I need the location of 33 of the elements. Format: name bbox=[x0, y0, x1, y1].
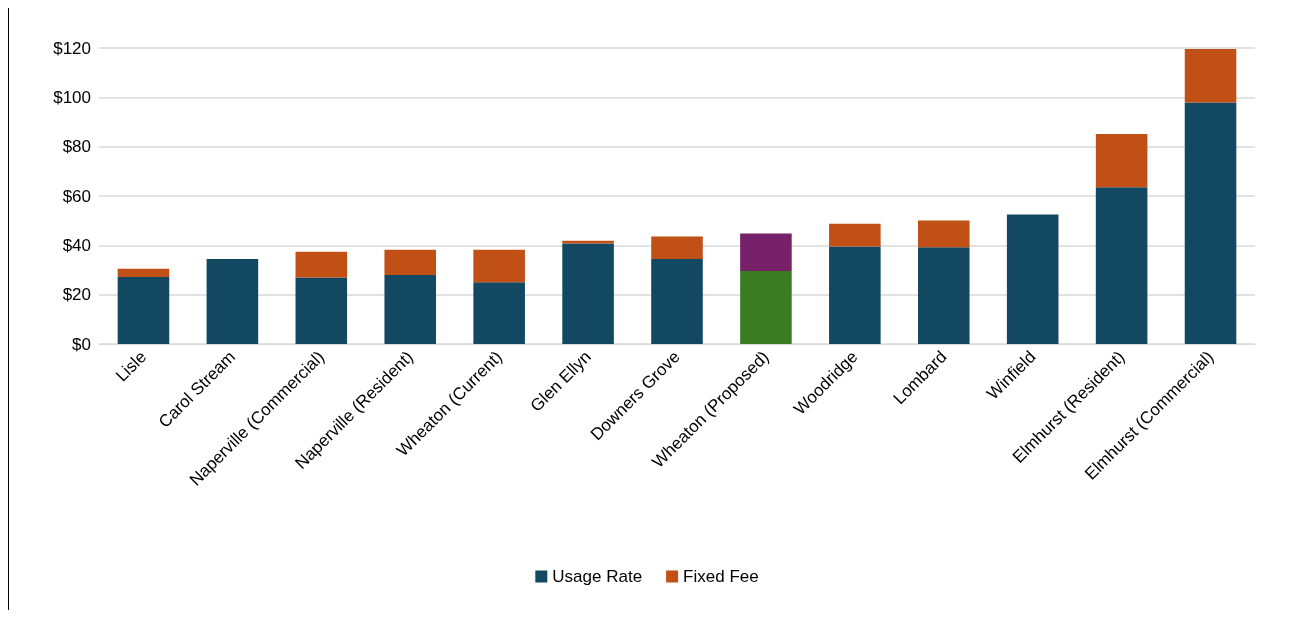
bar bbox=[384, 274, 437, 344]
y-tick-label: $80 bbox=[62, 137, 91, 157]
bar bbox=[740, 270, 792, 344]
legend-label: Usage Rate bbox=[552, 567, 643, 586]
bar bbox=[117, 276, 170, 344]
bar bbox=[651, 236, 703, 259]
bar bbox=[1006, 214, 1059, 344]
bar bbox=[829, 223, 881, 247]
y-tick-label: $60 bbox=[62, 186, 91, 206]
bar bbox=[651, 258, 703, 344]
bar bbox=[473, 249, 525, 283]
bar bbox=[295, 277, 348, 344]
bar bbox=[1095, 187, 1148, 344]
y-tick-label: $40 bbox=[62, 235, 91, 255]
bar bbox=[829, 246, 881, 344]
y-tick-label: $20 bbox=[62, 285, 91, 305]
bar bbox=[740, 233, 792, 271]
bar bbox=[117, 268, 170, 277]
legend-label: Fixed Fee bbox=[683, 567, 759, 586]
bar bbox=[295, 251, 348, 278]
y-tick-label: $0 bbox=[72, 334, 91, 354]
bar bbox=[384, 249, 437, 275]
bar bbox=[562, 240, 614, 244]
y-tick-label: $100 bbox=[53, 87, 91, 107]
y-tick-label: $120 bbox=[53, 38, 91, 58]
bar bbox=[1184, 102, 1237, 344]
bar bbox=[917, 220, 970, 248]
bar bbox=[473, 282, 525, 344]
bar bbox=[1095, 134, 1148, 188]
bar bbox=[206, 258, 259, 344]
bar bbox=[1184, 48, 1237, 103]
bar bbox=[562, 243, 614, 344]
bar bbox=[917, 247, 970, 344]
